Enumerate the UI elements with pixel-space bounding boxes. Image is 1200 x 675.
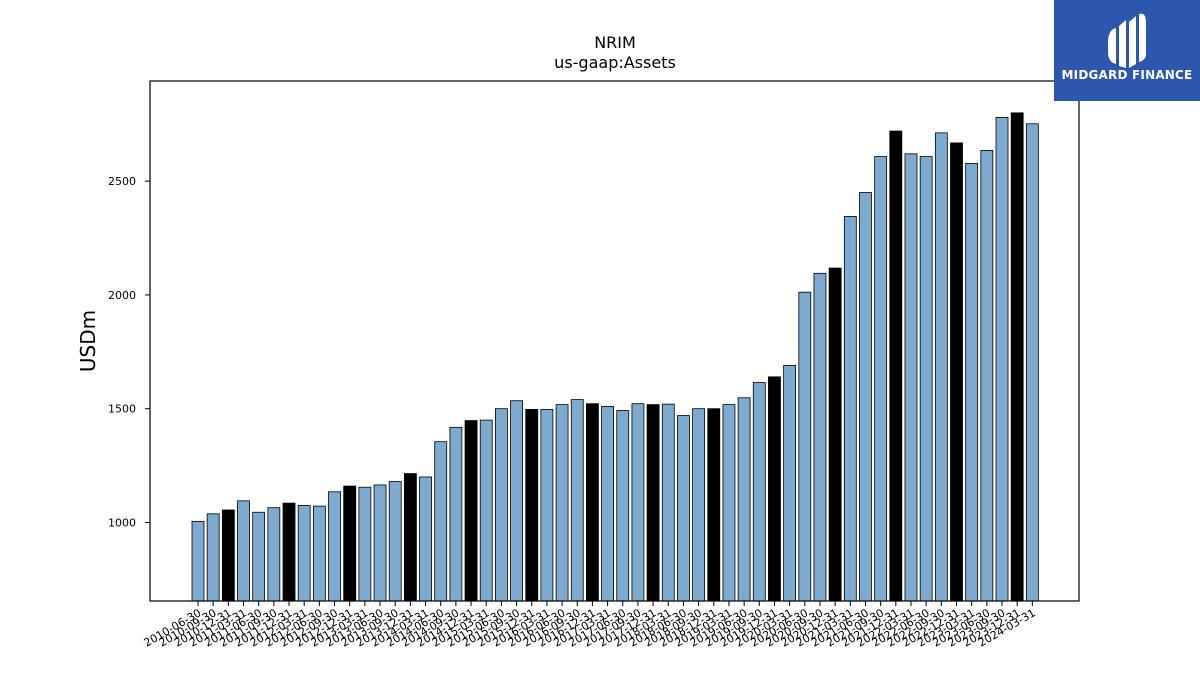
bar-2013-06-30 — [373, 484, 387, 602]
bar-2021-03-31 — [843, 215, 857, 602]
bar-2017-03-31 — [601, 406, 614, 602]
bar-2019-12-31 — [768, 376, 781, 602]
midgard-logo-icon — [1108, 13, 1146, 68]
bar-2013-12-31 — [403, 473, 417, 602]
bar-2010-09-30 — [206, 513, 220, 602]
bar-2022-06-30 — [919, 156, 933, 602]
bar-2019-09-30 — [752, 382, 766, 602]
bar-2011-03-31 — [237, 500, 250, 602]
bar-2014-03-31 — [419, 476, 432, 602]
bar-2013-09-30 — [388, 481, 402, 602]
bar-2023-12-31 — [1010, 112, 1024, 602]
bar-2015-09-30 — [510, 400, 523, 602]
plot-frame — [149, 80, 1080, 602]
bar-2010-12-31 — [221, 509, 235, 602]
bar-2018-03-31 — [661, 403, 675, 602]
bar-2012-09-30 — [328, 491, 341, 602]
bar-2019-06-30 — [737, 397, 751, 602]
bar-2020-09-30 — [813, 272, 827, 602]
bar-2015-06-30 — [494, 408, 508, 602]
bar-2021-06-30 — [859, 192, 872, 602]
bar-2016-06-30 — [555, 404, 569, 602]
chart-title: NRIM — [594, 33, 636, 52]
bar-2016-09-30 — [570, 399, 584, 602]
bar-2012-12-31 — [343, 485, 357, 602]
y-tick-label: 1500 — [108, 403, 136, 416]
bar-2012-03-31 — [297, 505, 311, 602]
bar-2018-12-31 — [707, 408, 721, 602]
bar-2013-03-31 — [358, 486, 372, 602]
bar-2023-09-30 — [995, 117, 1009, 602]
bar-2024-03-31 — [1025, 123, 1039, 602]
brand-name: MIDGARD FINANCE — [1061, 68, 1193, 82]
bar-2022-12-31 — [950, 142, 963, 602]
y-tick-label: 2500 — [108, 175, 136, 188]
bar-2011-09-30 — [267, 507, 281, 602]
bar-2017-06-30 — [616, 410, 630, 602]
bar-2020-06-30 — [798, 291, 812, 602]
bar-2011-12-31 — [282, 502, 296, 602]
bar-2014-06-30 — [434, 441, 448, 602]
y-axis-label: USDm — [76, 310, 100, 372]
bar-2014-09-30 — [449, 426, 463, 602]
bar-2022-03-31 — [904, 153, 918, 602]
bar-2015-12-31 — [525, 408, 539, 602]
bar-2021-09-30 — [874, 156, 888, 602]
bar-2018-09-30 — [692, 408, 706, 602]
bar-2023-06-30 — [980, 150, 994, 602]
y-tick-label: 1000 — [108, 516, 136, 529]
bar-2020-03-31 — [783, 365, 797, 602]
bar-2011-06-30 — [252, 511, 266, 602]
bar-2021-12-31 — [889, 130, 903, 602]
bar-2019-03-31 — [722, 404, 736, 602]
bar-2016-03-31 — [540, 408, 554, 602]
y-tick-label: 2000 — [108, 289, 136, 302]
bar-2015-03-31 — [479, 419, 493, 602]
bar-2023-03-31 — [965, 162, 979, 602]
bar-2016-12-31 — [586, 403, 599, 602]
bar-2020-12-31 — [828, 267, 842, 602]
bar-2017-12-31 — [646, 404, 660, 602]
brand-logo: MIDGARD FINANCE — [1054, 0, 1200, 101]
chart-subtitle: us-gaap:Assets — [554, 53, 676, 72]
bar-2010-06-30 — [191, 520, 205, 602]
bar-2012-06-30 — [312, 505, 326, 602]
bar-2017-09-30 — [631, 403, 645, 602]
bar-2014-12-31 — [464, 420, 478, 602]
bar-2022-09-30 — [934, 132, 948, 602]
bar-2018-06-30 — [677, 415, 690, 602]
